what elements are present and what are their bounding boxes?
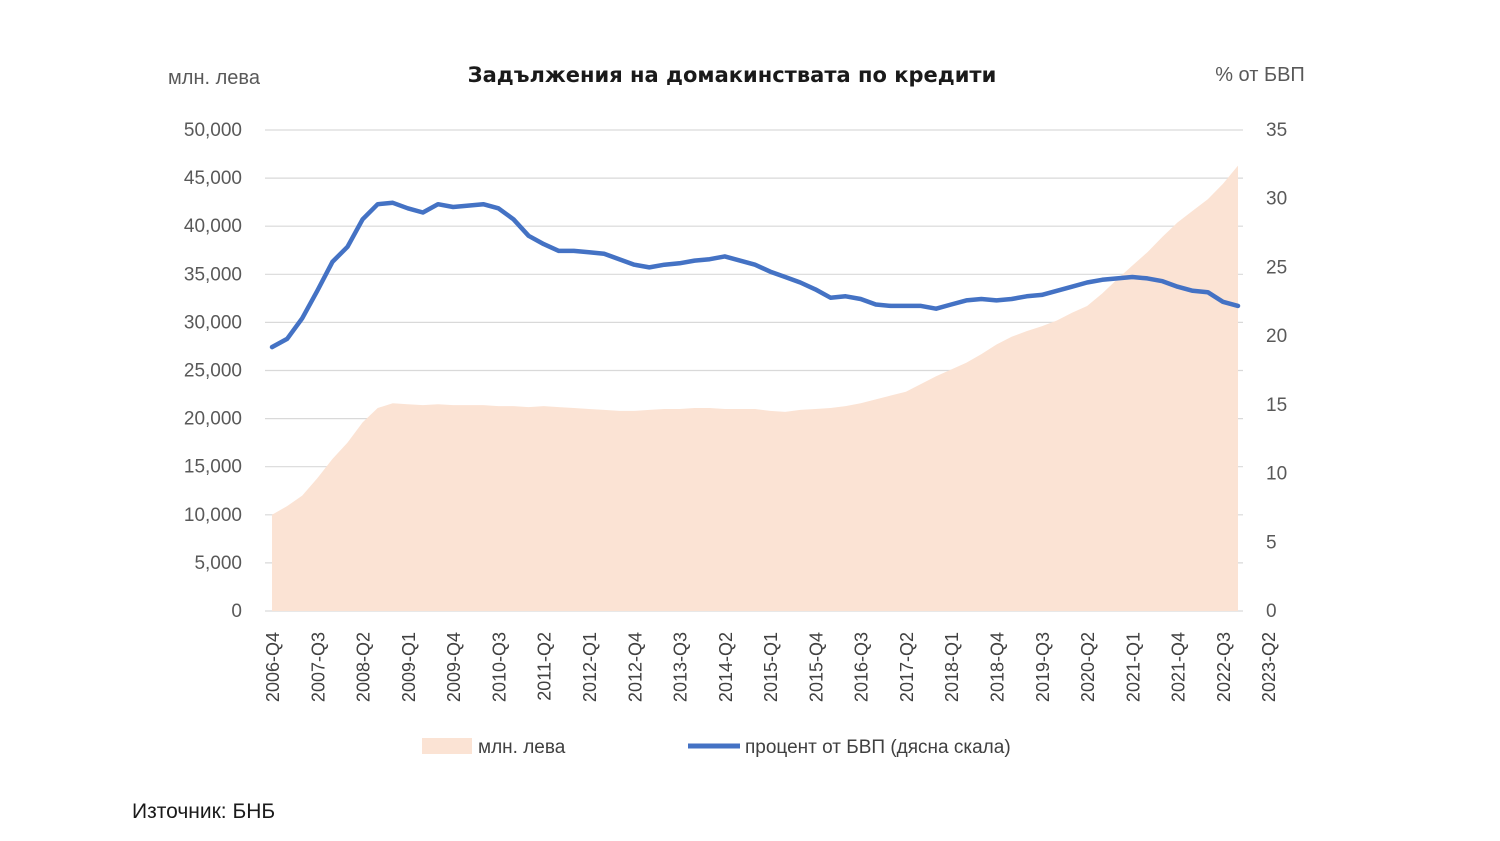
right-axis-unit: % от БВП [1215,64,1305,86]
y-right-tick-label: 15 [1266,395,1287,416]
x-tick-label: 2016-Q3 [852,632,872,702]
area-series-fill [272,165,1238,611]
line-series [269,200,1241,350]
y-left-tick-label: 10,000 [184,505,242,526]
legend-label-area: млн. лева [478,737,566,758]
source-note: Източник: БНБ [132,800,276,823]
x-tick-label: 2009-Q4 [444,632,464,702]
x-tick-label: 2022-Q3 [1214,632,1234,702]
x-tick-label: 2009-Q1 [399,632,419,702]
y-left-tick-label: 0 [231,601,242,622]
y-left-tick-label: 35,000 [184,264,242,285]
area-series [272,165,1238,611]
line-series-path [269,200,1241,350]
y-right-tick-label: 10 [1266,464,1287,485]
y-left-tick-label: 45,000 [184,168,242,189]
y-right-tick-label: 5 [1266,532,1277,553]
x-tick-label: 2023-Q2 [1259,632,1279,702]
y-left-tick-label: 40,000 [184,216,242,237]
x-tick-label: 2015-Q4 [806,632,826,702]
y-left-tick-label: 50,000 [184,120,242,141]
x-tick-label: 2018-Q1 [942,632,962,702]
x-tick-label: 2021-Q4 [1169,632,1189,702]
y-right-tick-label: 25 [1266,257,1287,278]
y-right-tick-label: 0 [1266,601,1277,622]
left-y-axis: 50,000 45,000 40,000 35,000 30,000 25,000 20,0… [184,120,242,622]
x-tick-label: 2012-Q1 [580,632,600,702]
x-tick-label: 2011-Q2 [535,632,555,701]
x-tick-label: 2017-Q2 [897,632,917,702]
y-right-tick-label: 30 [1266,189,1287,210]
x-tick-label: 2007-Q3 [308,632,328,702]
x-tick-label: 2013-Q3 [671,632,691,702]
y-left-tick-label: 20,000 [184,409,242,430]
y-left-tick-label: 30,000 [184,312,242,333]
x-tick-label: 2015-Q1 [761,632,781,702]
y-right-tick-label: 35 [1266,120,1287,141]
y-left-tick-label: 15,000 [184,457,242,478]
x-tick-label: 2006-Q4 [263,632,283,702]
x-tick-label: 2012-Q4 [625,632,645,702]
legend-label-line: процент от БВП (дясна скала) [745,737,1011,758]
legend: млн. лева процент от БВП (дясна скала) [422,737,1011,758]
x-tick-label: 2020-Q2 [1078,632,1098,702]
left-axis-unit: млн. лева [168,67,261,89]
chart-title: Задължения на домакинствата по кредити [468,63,997,87]
right-y-axis: 35 30 25 20 15 10 5 0 [1266,120,1287,622]
x-tick-label: 2019-Q3 [1033,632,1053,702]
y-right-tick-label: 20 [1266,326,1287,347]
y-left-tick-label: 25,000 [184,361,242,382]
x-tick-label: 2014-Q2 [716,632,736,702]
x-tick-label: 2021-Q1 [1123,632,1143,702]
x-axis: 2006-Q4 2007-Q3 2008-Q2 2009-Q1 2009-Q4 2010-… [263,632,1279,702]
x-tick-label: 2008-Q2 [354,632,374,702]
x-tick-label: 2018-Q4 [988,632,1008,702]
x-tick-label: 2010-Q3 [489,632,509,702]
y-left-tick-label: 5,000 [194,553,242,574]
legend-swatch-area [422,738,472,754]
